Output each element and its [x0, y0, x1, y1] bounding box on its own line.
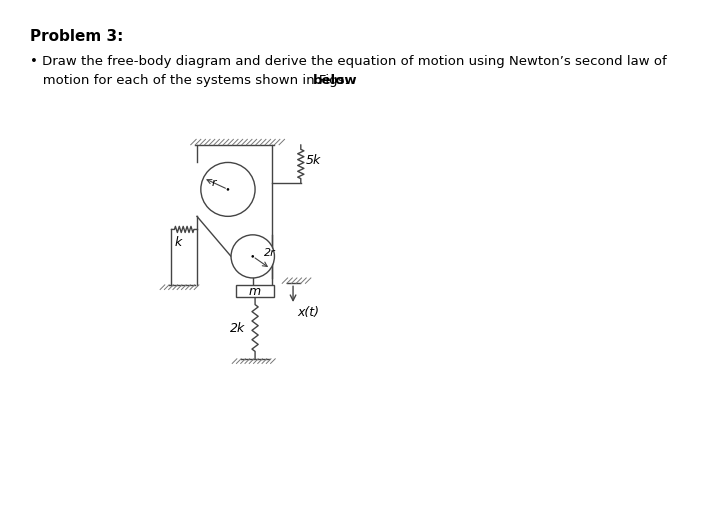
Text: m: m [249, 285, 261, 298]
Circle shape [252, 256, 253, 257]
Bar [235, 285, 274, 297]
Text: motion for each of the systems shown in Figs.: motion for each of the systems shown in … [30, 74, 349, 87]
Circle shape [201, 163, 255, 216]
Text: Problem 3:: Problem 3: [30, 29, 124, 44]
Text: k: k [174, 236, 181, 249]
Text: 5k: 5k [306, 154, 321, 167]
Text: x(t): x(t) [297, 307, 320, 319]
Text: • Draw the free-body diagram and derive the equation of motion using Newton’s se: • Draw the free-body diagram and derive … [30, 55, 667, 68]
Text: below: below [313, 74, 358, 87]
Text: r: r [212, 178, 216, 188]
Text: 2r: 2r [264, 248, 276, 258]
Circle shape [231, 235, 274, 278]
Text: 2k: 2k [230, 321, 245, 335]
